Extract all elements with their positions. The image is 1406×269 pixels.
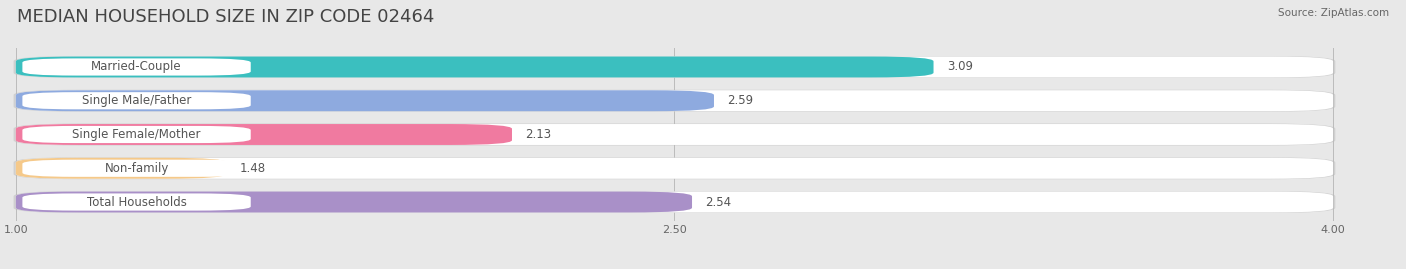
FancyBboxPatch shape xyxy=(14,123,1336,146)
FancyBboxPatch shape xyxy=(15,158,1333,179)
FancyBboxPatch shape xyxy=(22,193,250,211)
FancyBboxPatch shape xyxy=(22,160,250,177)
Text: Married-Couple: Married-Couple xyxy=(91,61,181,73)
FancyBboxPatch shape xyxy=(14,157,1336,179)
Text: Non-family: Non-family xyxy=(104,162,169,175)
FancyBboxPatch shape xyxy=(22,126,250,143)
FancyBboxPatch shape xyxy=(15,192,1333,213)
Text: Total Households: Total Households xyxy=(87,196,187,208)
FancyBboxPatch shape xyxy=(15,192,692,213)
Text: Single Female/Mother: Single Female/Mother xyxy=(72,128,201,141)
FancyBboxPatch shape xyxy=(14,191,1336,213)
Text: 3.09: 3.09 xyxy=(946,61,973,73)
FancyBboxPatch shape xyxy=(15,124,512,145)
Text: 1.48: 1.48 xyxy=(240,162,266,175)
FancyBboxPatch shape xyxy=(15,124,1333,145)
Text: 2.59: 2.59 xyxy=(727,94,754,107)
FancyBboxPatch shape xyxy=(14,90,1336,112)
FancyBboxPatch shape xyxy=(15,56,934,77)
Text: 2.54: 2.54 xyxy=(706,196,731,208)
Text: 2.13: 2.13 xyxy=(526,128,551,141)
Text: Single Male/Father: Single Male/Father xyxy=(82,94,191,107)
FancyBboxPatch shape xyxy=(15,90,1333,111)
FancyBboxPatch shape xyxy=(15,56,1333,77)
FancyBboxPatch shape xyxy=(15,90,714,111)
FancyBboxPatch shape xyxy=(22,92,250,109)
FancyBboxPatch shape xyxy=(15,158,226,179)
FancyBboxPatch shape xyxy=(22,58,250,76)
FancyBboxPatch shape xyxy=(14,56,1336,78)
Text: Source: ZipAtlas.com: Source: ZipAtlas.com xyxy=(1278,8,1389,18)
Text: MEDIAN HOUSEHOLD SIZE IN ZIP CODE 02464: MEDIAN HOUSEHOLD SIZE IN ZIP CODE 02464 xyxy=(17,8,434,26)
